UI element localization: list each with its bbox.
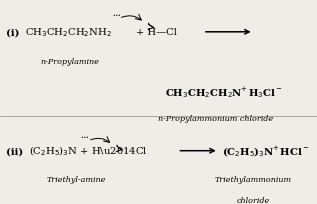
Text: …: … (112, 10, 120, 18)
Text: …: … (80, 132, 88, 140)
Text: (i): (i) (6, 28, 20, 37)
Text: (C$_2$H$_5$)$_3$N$\!^+$HCl$^-$: (C$_2$H$_5$)$_3$N$\!^+$HCl$^-$ (222, 144, 310, 158)
Text: (ii): (ii) (6, 146, 23, 155)
Text: chloride: chloride (237, 196, 270, 204)
Text: Triethyl-amine: Triethyl-amine (46, 175, 106, 184)
Text: CH$_3$CH$_2$CH$_2$NH$_2$: CH$_3$CH$_2$CH$_2$NH$_2$ (25, 26, 112, 39)
Text: Triethylammonium: Triethylammonium (215, 175, 292, 184)
Text: (C$_2$H$_5$)$_3$N + H\u2014Cl: (C$_2$H$_5$)$_3$N + H\u2014Cl (29, 144, 147, 158)
Text: n-Propylamine: n-Propylamine (40, 57, 99, 65)
Text: n-Propylammonium chloride: n-Propylammonium chloride (158, 114, 273, 122)
Text: CH$_3$CH$_2$CH$_2$N$\!^+$H$_3$Cl$^-$: CH$_3$CH$_2$CH$_2$N$\!^+$H$_3$Cl$^-$ (165, 84, 283, 99)
Text: + H—Cl: + H—Cl (136, 28, 177, 37)
